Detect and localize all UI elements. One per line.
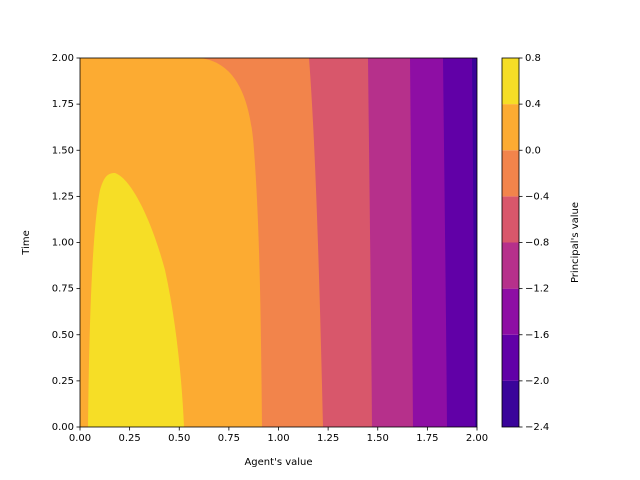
colorbar-tick-label: −1.2 (525, 284, 549, 295)
contour-region (443, 58, 477, 427)
colorbar-band (502, 380, 519, 427)
contour-region (88, 173, 184, 427)
x-tick-label: 0.50 (168, 433, 190, 444)
colorbar-band (502, 104, 519, 151)
colorbar-band (502, 288, 519, 335)
colorbar-label: Principal's value (570, 202, 581, 283)
colorbar-band (502, 196, 519, 243)
colorbar-tick-label: −1.6 (525, 330, 549, 341)
x-tick-label: 1.25 (317, 433, 339, 444)
colorbar-tick-label: −0.8 (525, 238, 549, 249)
x-tick-label: 1.00 (267, 433, 289, 444)
colorbar-band (502, 58, 519, 105)
colorbar-band (502, 150, 519, 197)
y-tick-label: 1.25 (52, 191, 74, 202)
y-tick-label: 1.00 (52, 238, 74, 249)
colorbar-tick-label: −2.0 (525, 376, 549, 387)
colorbar-tick-label: −0.4 (525, 191, 549, 202)
colorbar-tick-label: 0.8 (525, 53, 541, 64)
y-tick-label: 0.25 (52, 376, 74, 387)
y-tick-label: 1.75 (52, 99, 74, 110)
y-axis-label: Time (21, 230, 32, 255)
x-tick-label: 0.75 (218, 433, 240, 444)
y-tick-label: 2.00 (52, 53, 74, 64)
y-tick-label: 0.50 (52, 330, 74, 341)
x-axis-label: Agent's value (244, 457, 312, 468)
y-tick-label: 0.75 (52, 284, 74, 295)
colorbar-band (502, 242, 519, 289)
x-tick-label: 0.00 (69, 433, 91, 444)
y-tick-label: 1.50 (52, 145, 74, 156)
colorbar-tick-label: −2.4 (525, 422, 549, 433)
y-tick-label: 0.00 (52, 422, 74, 433)
colorbar-tick-label: 0.4 (525, 99, 541, 110)
colorbar-band (502, 334, 519, 381)
x-tick-label: 1.50 (367, 433, 389, 444)
contour-region (472, 58, 477, 427)
x-tick-label: 1.75 (416, 433, 438, 444)
colorbar-tick-label: 0.0 (525, 145, 541, 156)
x-tick-label: 0.25 (118, 433, 140, 444)
x-tick-label: 2.00 (466, 433, 488, 444)
